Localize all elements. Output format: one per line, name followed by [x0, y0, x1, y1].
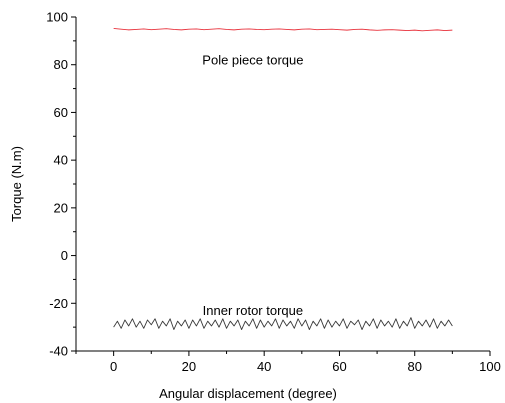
y-tick-label: 60 [54, 105, 68, 120]
pole-piece-torque-line [113, 28, 453, 32]
y-tick-label: 20 [54, 200, 68, 215]
y-axis-title: Torque (N.m) [9, 146, 24, 222]
inner-rotor-torque-line [113, 317, 453, 330]
x-axis-title: Angular displacement (degree) [159, 386, 337, 401]
pole-piece-torque-label: Pole piece torque [202, 52, 303, 67]
inner-rotor-torque-label: Inner rotor torque [203, 303, 303, 318]
y-tick-label: -40 [49, 344, 68, 359]
x-tick-label: 0 [110, 359, 117, 374]
x-tick-label: 100 [479, 359, 501, 374]
x-tick-label: 20 [182, 359, 196, 374]
y-tick-label: 100 [46, 10, 68, 25]
y-tick-label: 40 [54, 153, 68, 168]
y-tick-label: -20 [49, 296, 68, 311]
x-axis-ticks: 0 20 40 60 80 100 [75, 351, 501, 374]
y-axis-ticks: -40 -20 0 20 40 60 80 100 [46, 10, 76, 359]
series-layer [113, 28, 453, 330]
x-tick-label: 60 [332, 359, 346, 374]
x-tick-label: 80 [407, 359, 421, 374]
x-tick-label: 40 [257, 359, 271, 374]
annotation-layer: Pole piece torque Inner rotor torque [202, 52, 303, 318]
y-tick-label: 0 [61, 248, 68, 263]
y-tick-label: 80 [54, 57, 68, 72]
